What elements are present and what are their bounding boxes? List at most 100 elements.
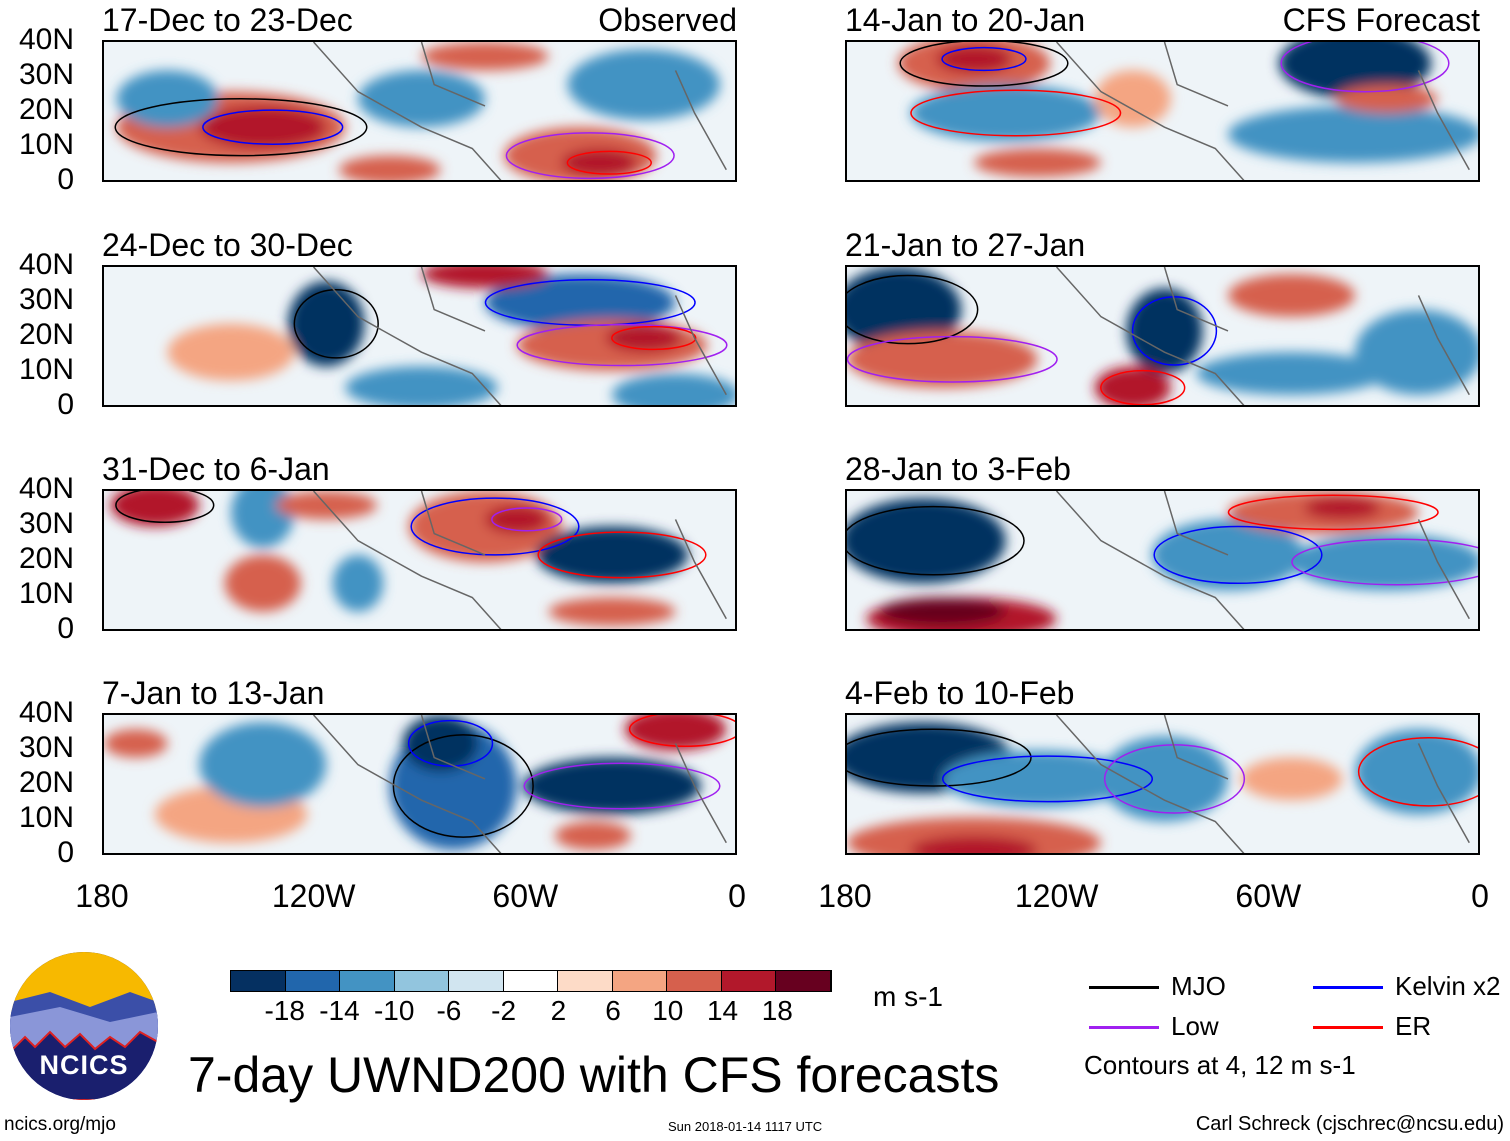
wind-anomaly-blob <box>847 267 962 353</box>
coastline <box>1055 715 1245 853</box>
wind-anomaly-blob <box>288 281 365 367</box>
contour-line <box>114 98 368 157</box>
legend-line <box>1089 1026 1159 1029</box>
wind-anomaly-blob <box>1335 84 1438 113</box>
coastline <box>1055 491 1245 629</box>
x-tick-label: 180 <box>75 878 129 914</box>
coastline <box>312 491 502 629</box>
legend-note: Contours at 4, 12 m s-1 <box>1084 1050 1356 1080</box>
contour-line <box>847 274 979 345</box>
y-tick-label: 40N <box>18 472 74 505</box>
contour-line <box>941 46 1027 72</box>
colorbar-swatch <box>503 971 559 991</box>
map-panel <box>845 713 1480 855</box>
wind-anomaly-blob <box>421 267 549 289</box>
y-tick-label: 40N <box>18 248 74 281</box>
wind-anomaly-blob <box>421 42 549 71</box>
y-tick-label: 0 <box>57 612 74 645</box>
wind-anomaly-blob <box>402 715 479 772</box>
colorbar-label: -2 <box>491 995 517 1026</box>
contour-line <box>628 715 735 747</box>
colorbar-label: 10 <box>652 995 684 1026</box>
wind-anomaly-blob <box>1094 70 1171 128</box>
contour-line <box>293 288 379 359</box>
colorbar-swatch <box>612 971 668 991</box>
panel-title: 21-Jan to 27-Jan <box>845 227 1086 263</box>
colorbar-units: m s-1 <box>873 981 943 1012</box>
wind-anomaly-blob <box>523 757 701 815</box>
contour-line <box>941 755 1154 803</box>
wind-anomaly-blob <box>1228 105 1478 163</box>
contour-line <box>1100 369 1186 405</box>
contour-line <box>115 491 215 523</box>
wind-anomaly-blob <box>567 49 720 121</box>
wind-anomaly-blob <box>535 526 689 584</box>
contour-line <box>1103 744 1246 814</box>
coastline <box>312 267 502 405</box>
wind-anomaly-blob <box>554 821 632 850</box>
colorbar-swatch <box>340 971 395 991</box>
legend-label: Kelvin x2 <box>1395 971 1501 1001</box>
legend-label: Low <box>1171 1011 1219 1041</box>
wind-anomaly-blob <box>910 84 1101 142</box>
coastline <box>1163 267 1470 396</box>
map-panel <box>102 713 737 855</box>
wind-anomaly-blob <box>935 44 1013 74</box>
map-panel <box>102 265 737 407</box>
y-tick-label: 10N <box>18 801 74 834</box>
coastline <box>312 42 502 180</box>
contour-line <box>1227 494 1439 531</box>
contour-line <box>407 719 494 767</box>
wind-anomaly-blob <box>624 715 727 751</box>
x-tick-label: 180 <box>818 878 872 914</box>
contour-line <box>847 505 1025 576</box>
y-tick-label: 10N <box>18 353 74 386</box>
x-tick-label: 0 <box>1471 878 1489 914</box>
contour-line <box>392 734 534 838</box>
panel-title: 7-Jan to 13-Jan <box>102 675 325 711</box>
wind-anomaly-blob <box>199 105 327 149</box>
colorbar-swatch <box>449 971 504 991</box>
y-tick-label: 20N <box>18 766 74 799</box>
wind-anomaly-blob <box>1101 736 1228 822</box>
map-panel <box>845 40 1480 182</box>
legend-label: ER <box>1395 1011 1432 1041</box>
x-tick-label: 120W <box>271 878 356 914</box>
panel-title: 4-Feb to 10-Feb <box>845 675 1075 711</box>
panel-title: 28-Jan to 3-Feb <box>845 451 1071 487</box>
wind-anomaly-blob <box>1151 519 1305 591</box>
y-tick-label: 0 <box>57 163 74 196</box>
colorbar-label: -14 <box>319 995 360 1026</box>
legend-line <box>1313 986 1383 989</box>
wind-anomaly-blob <box>548 597 676 626</box>
y-tick-label: 40N <box>18 696 74 729</box>
y-tick-label: 20N <box>18 93 74 126</box>
footer-url[interactable]: ncics.org/mjo <box>4 1114 116 1135</box>
contour-line <box>516 323 728 367</box>
colorbar-swatch <box>285 971 341 991</box>
panel-source-tag: Observed <box>598 2 737 38</box>
legend-line <box>1089 986 1159 989</box>
footer-timestamp: Sun 2018-01-14 1117 UTC <box>668 1119 823 1134</box>
wind-anomaly-blob <box>1228 274 1355 317</box>
contour-line <box>847 335 1058 383</box>
y-tick-label: 10N <box>18 128 74 161</box>
wind-anomaly-blob <box>1196 352 1387 395</box>
panel-title: 14-Jan to 20-Jan <box>845 2 1086 38</box>
colorbar-label: -6 <box>436 995 462 1026</box>
y-tick-label: 0 <box>57 836 74 869</box>
contour-line <box>1291 538 1478 586</box>
wind-anomaly-blob <box>612 373 735 405</box>
map-panel <box>845 265 1480 407</box>
colorbar-label: 2 <box>550 995 567 1026</box>
colorbar-swatch <box>231 971 286 991</box>
coastline <box>1163 491 1470 620</box>
wind-anomaly-blob <box>116 70 219 128</box>
contour-line <box>1280 42 1450 93</box>
wind-anomaly-blob <box>338 155 441 180</box>
panel-title: 24-Dec to 30-Dec <box>102 227 353 263</box>
colorbar-swatch <box>394 971 450 991</box>
colorbar-swatch <box>721 971 777 991</box>
logo-mountains-icon <box>10 952 158 1100</box>
panel-title: 31-Dec to 6-Jan <box>102 451 330 487</box>
